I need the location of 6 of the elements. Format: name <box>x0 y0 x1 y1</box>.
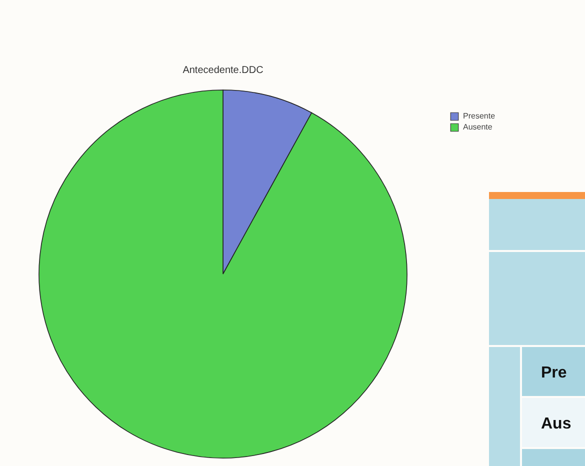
legend-label: Ausente <box>463 122 493 132</box>
legend-label: Presente <box>463 112 496 120</box>
pie-slice <box>38 90 408 458</box>
chart-title: Antecedente.DDC <box>182 65 264 76</box>
text: Aus <box>541 416 572 432</box>
text: Pre <box>541 364 567 382</box>
